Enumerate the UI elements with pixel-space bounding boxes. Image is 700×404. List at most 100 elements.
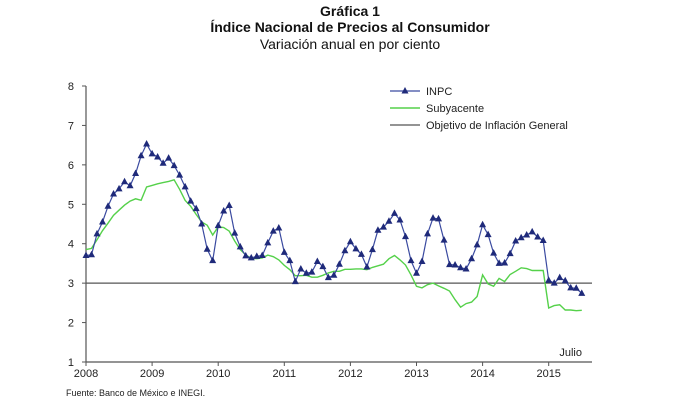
- end-annotation-julio: Julio: [559, 347, 582, 359]
- chart-subtitle-units: Variación anual en por ciento: [259, 36, 441, 52]
- x-axis-ticks: 2008 2009 2010 2011 2012 2013 2014 2015: [74, 362, 561, 380]
- triangle-marker: [82, 251, 90, 259]
- triangle-marker: [335, 260, 343, 267]
- triangle-marker: [390, 209, 398, 216]
- y-tick-label: 6: [68, 160, 74, 172]
- triangle-marker: [181, 182, 189, 190]
- y-tick-label: 3: [68, 278, 74, 290]
- triangle-marker: [396, 216, 404, 223]
- x-tick-label: 2014: [470, 368, 494, 380]
- triangle-marker: [269, 227, 277, 234]
- triangle-marker: [523, 231, 531, 238]
- triangle-marker: [247, 253, 255, 261]
- triangle-marker: [572, 284, 580, 291]
- triangle-marker: [165, 154, 173, 161]
- triangle-marker: [264, 238, 272, 246]
- triangle-marker: [137, 151, 145, 159]
- triangle-marker: [512, 236, 520, 244]
- triangle-marker: [308, 268, 316, 275]
- legend-label-subyacente: Subyacente: [426, 103, 484, 115]
- triangle-marker: [121, 177, 129, 185]
- triangle-marker: [115, 184, 123, 192]
- triangle-marker: [297, 264, 305, 272]
- triangle-marker: [357, 250, 365, 257]
- triangle-marker: [236, 242, 244, 250]
- triangle-marker: [110, 190, 118, 197]
- y-tick-label: 1: [68, 357, 74, 369]
- y-axis-ticks: 8 7 6 5 4 3 2 1: [68, 81, 86, 369]
- y-tick-label: 5: [68, 199, 74, 211]
- triangle-marker: [209, 256, 217, 264]
- x-tick-label: 2010: [206, 368, 230, 380]
- triangle-marker: [495, 259, 503, 266]
- triangle-marker: [143, 139, 151, 147]
- triangle-marker: [93, 229, 101, 237]
- triangle-marker: [534, 233, 542, 240]
- triangle-marker: [484, 230, 492, 238]
- triangle-marker: [203, 245, 211, 252]
- triangle-marker: [231, 229, 239, 236]
- triangle-marker: [545, 276, 553, 283]
- triangle-marker: [187, 197, 195, 204]
- triangle-marker: [99, 218, 107, 225]
- triangle-marker: [413, 269, 420, 276]
- triangle-marker: [253, 252, 261, 259]
- triangle-marker: [451, 261, 459, 268]
- triangle-marker: [330, 271, 338, 278]
- y-tick-label: 4: [68, 239, 74, 251]
- triangle-marker: [170, 161, 178, 169]
- triangle-marker: [192, 204, 200, 212]
- triangle-marker: [341, 246, 349, 254]
- triangle-marker: [418, 257, 426, 264]
- triangle-marker: [556, 273, 564, 281]
- legend-triangle-icon: [401, 87, 409, 94]
- triangle-marker: [313, 257, 321, 264]
- y-tick-label: 8: [68, 81, 74, 93]
- triangle-marker: [346, 237, 354, 245]
- triangle-marker: [501, 259, 509, 266]
- triangle-marker: [374, 226, 382, 233]
- x-tick-label: 2011: [272, 368, 296, 380]
- triangle-marker: [286, 256, 294, 264]
- triangle-marker: [440, 236, 448, 243]
- triangle-marker: [490, 249, 498, 256]
- triangle-marker: [291, 277, 299, 285]
- triangle-marker: [506, 249, 514, 257]
- triangle-marker: [148, 149, 156, 157]
- triangle-marker: [126, 181, 134, 189]
- triangle-marker: [401, 232, 409, 240]
- triangle-marker: [550, 279, 558, 286]
- triangle-marker: [517, 233, 525, 241]
- triangle-marker: [275, 223, 283, 231]
- triangle-marker: [446, 260, 454, 268]
- triangle-marker: [176, 171, 184, 178]
- legend-label-objetivo: Objetivo de Inflación General: [426, 120, 568, 132]
- triangle-marker: [473, 240, 481, 248]
- triangle-marker: [368, 245, 376, 253]
- triangle-marker: [479, 220, 487, 228]
- axes: [85, 86, 592, 363]
- x-tick-label: 2008: [74, 368, 98, 380]
- triangle-marker: [578, 289, 586, 296]
- triangle-marker: [319, 262, 327, 270]
- x-tick-label: 2012: [338, 368, 362, 380]
- chart-title: Gráfica 1: [320, 3, 380, 19]
- triangle-marker: [214, 221, 222, 229]
- triangle-marker: [567, 283, 575, 291]
- y-tick-label: 2: [68, 318, 74, 330]
- triangle-marker: [302, 269, 310, 276]
- chart-subtitle: Índice Nacional de Precios al Consumidor: [210, 19, 490, 35]
- triangle-marker: [154, 152, 162, 160]
- legend: INPC Subyacente Objetivo de Inflación Gene…: [390, 86, 568, 132]
- series-subyacente: [85, 178, 582, 312]
- triangle-marker: [468, 254, 476, 262]
- triangle-marker: [528, 227, 536, 235]
- triangle-marker: [352, 244, 360, 252]
- triangle-marker: [242, 251, 250, 259]
- triangle-marker: [324, 273, 332, 281]
- triangle-marker: [539, 236, 547, 244]
- triangle-marker: [424, 229, 432, 237]
- triangle-marker: [258, 251, 266, 259]
- series-inpc: [82, 139, 586, 296]
